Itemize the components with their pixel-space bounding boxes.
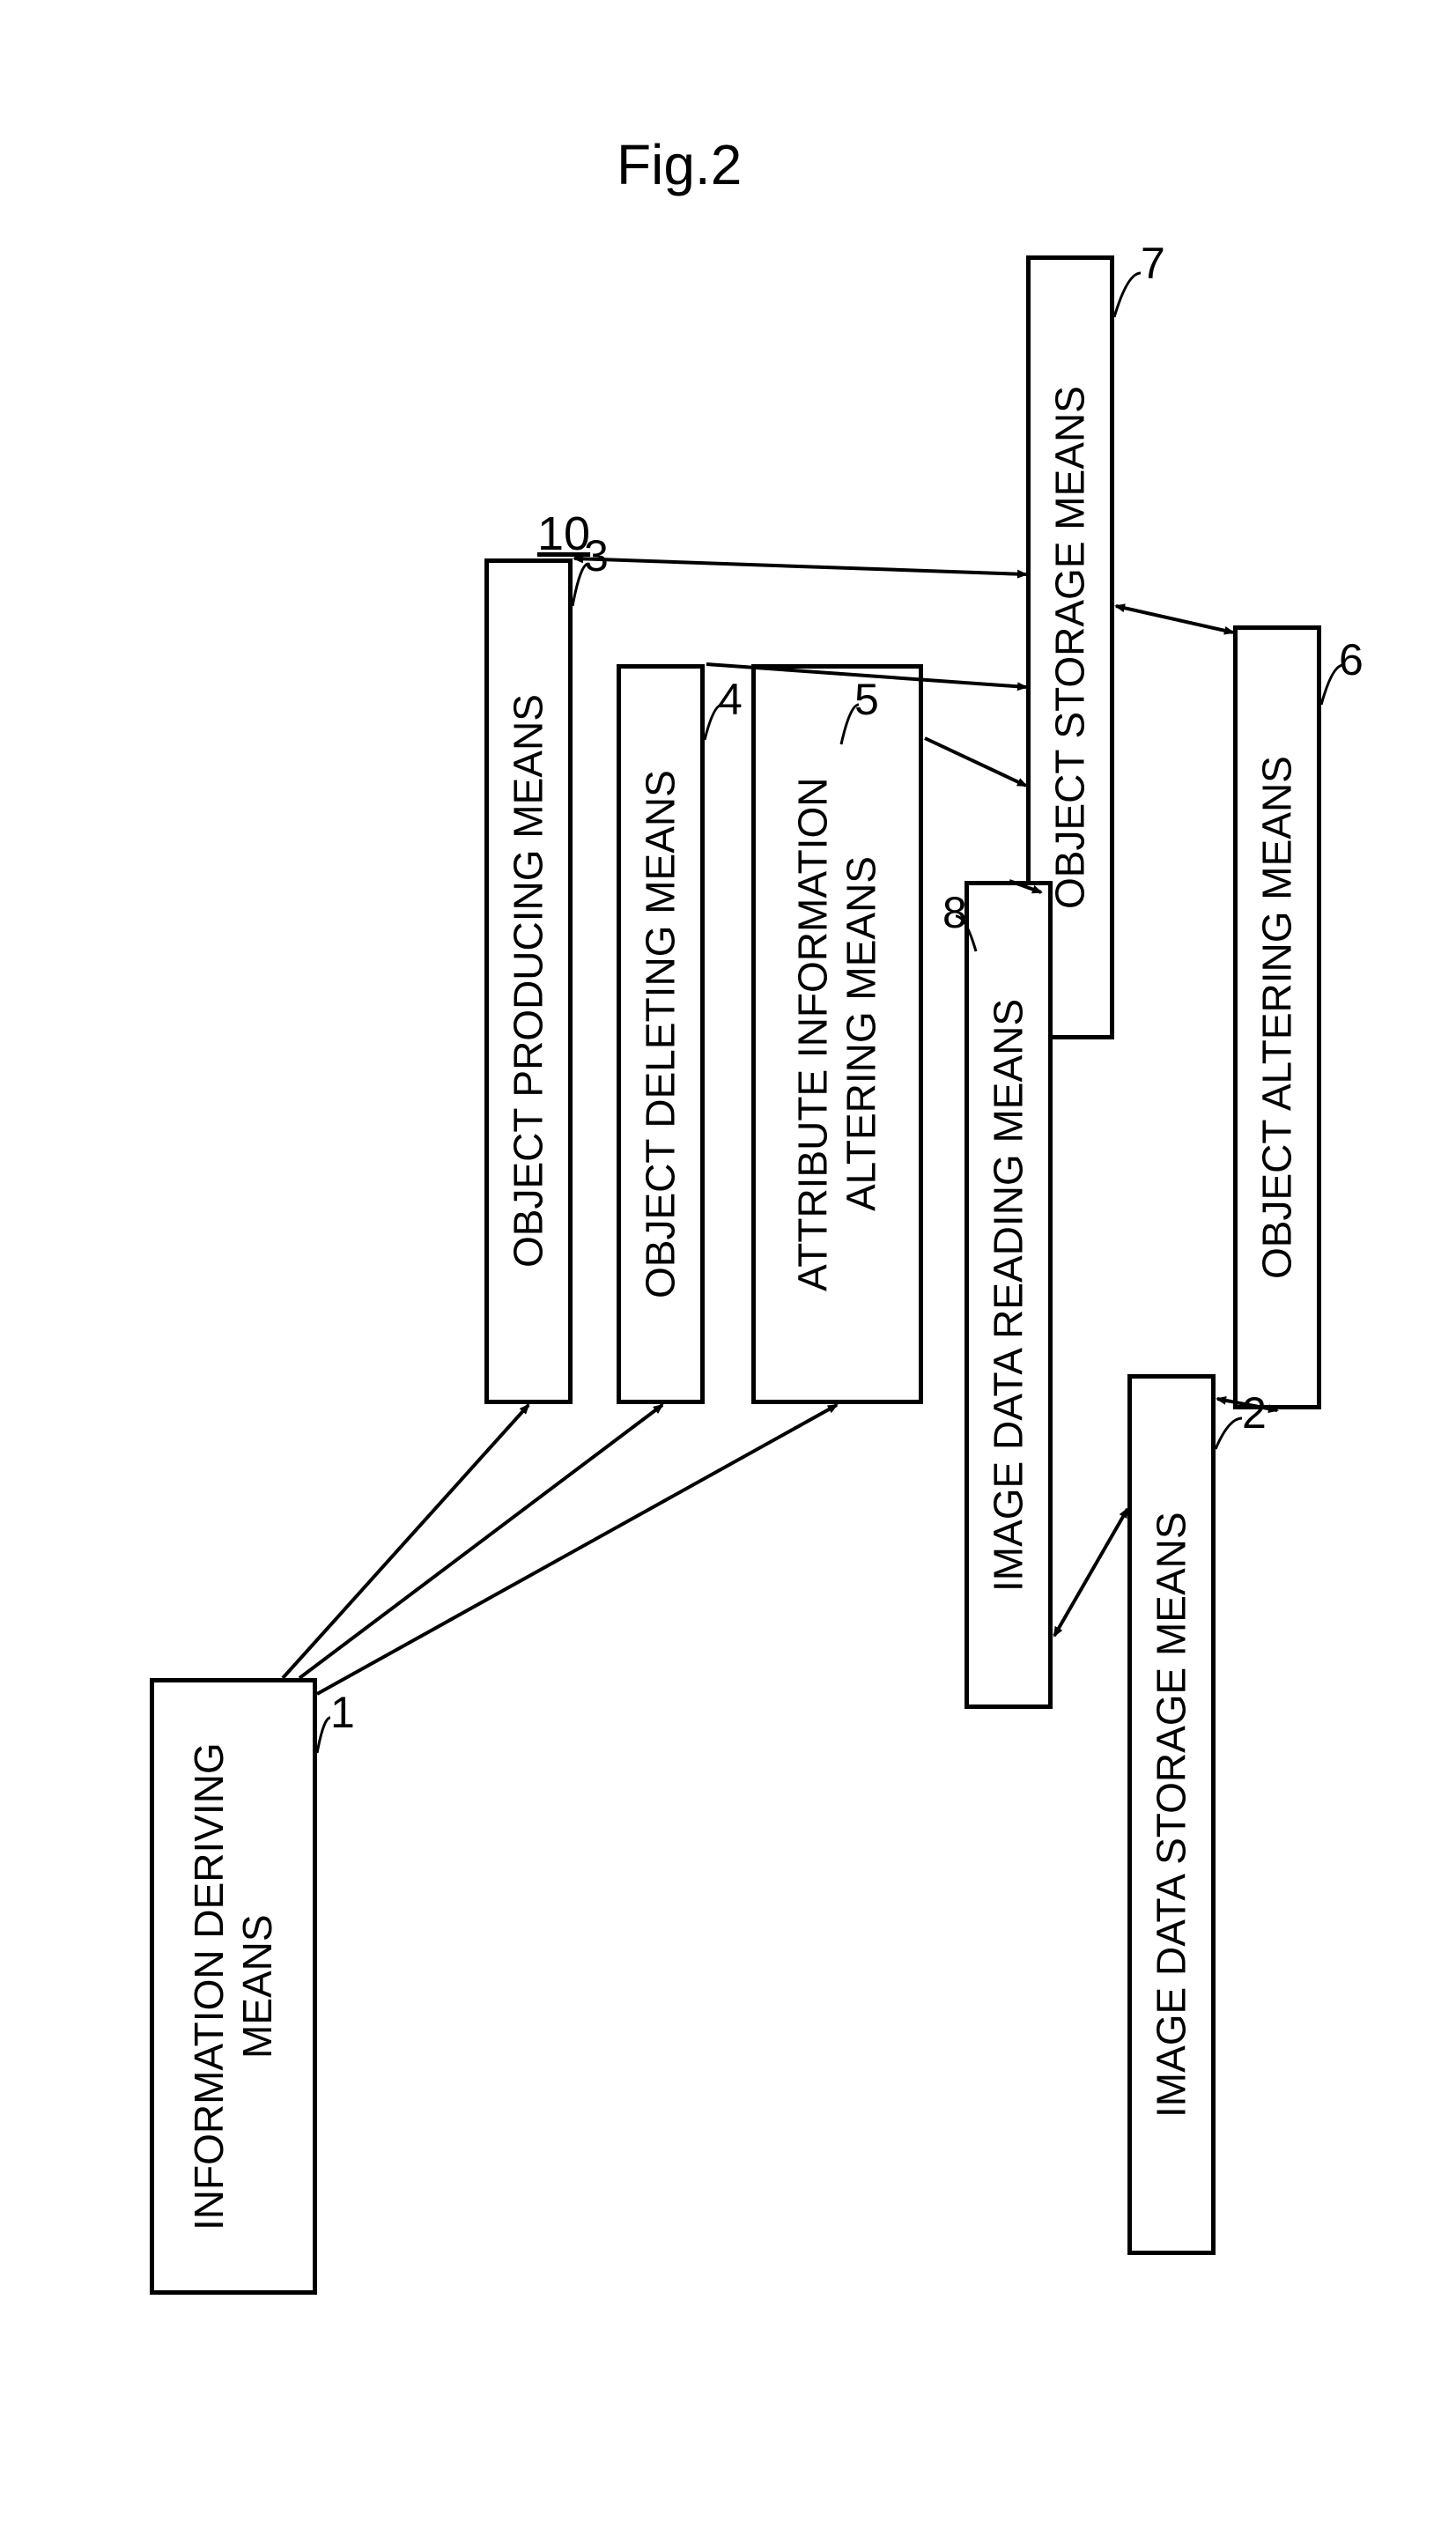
block-attribute-information-altering-means: ATTRIBUTE INFORMATION ALTERING MEANS [751, 664, 923, 1404]
edge-arrow [1054, 1509, 1127, 1636]
reference-numeral: 6 [1339, 634, 1364, 685]
block-information-deriving-means: INFORMATION DERIVING MEANS [150, 1678, 317, 2295]
block-label: OBJECT ALTERING MEANS [1253, 756, 1301, 1279]
leader-line [1216, 1418, 1242, 1449]
block-label: IMAGE DATA READING MEANS [984, 998, 1032, 1591]
block-label: IMAGE DATA STORAGE MEANS [1147, 1512, 1195, 2118]
block-label: OBJECT PRODUCING MEANS [504, 695, 552, 1268]
reference-numeral: 3 [584, 530, 609, 581]
block-label: OBJECT DELETING MEANS [636, 770, 684, 1298]
edge-arrow [299, 1405, 662, 1678]
block-image-data-reading-means: IMAGE DATA READING MEANS [965, 881, 1053, 1709]
leader-line [317, 1718, 330, 1753]
system-label: 10 [537, 507, 590, 561]
edge-arrow [283, 1405, 528, 1678]
block-object-deleting-means: OBJECT DELETING MEANS [617, 664, 705, 1404]
block-image-data-storage-means: IMAGE DATA STORAGE MEANS [1127, 1374, 1216, 2255]
reference-numeral: 2 [1242, 1387, 1267, 1438]
edge-arrow [317, 1405, 837, 1694]
block-object-altering-means: OBJECT ALTERING MEANS [1233, 625, 1321, 1409]
reference-numeral: 5 [854, 674, 879, 725]
block-label: OBJECT STORAGE MEANS [1046, 386, 1094, 909]
block-label: ATTRIBUTE INFORMATION ALTERING MEANS [788, 684, 885, 1384]
edge-arrow [925, 738, 1026, 786]
edge-arrow [574, 558, 1026, 574]
block-label: INFORMATION DERIVING MEANS [185, 1698, 282, 2274]
figure-title: Fig.2 [617, 132, 742, 197]
edge-arrow [1116, 606, 1233, 632]
reference-numeral: 8 [942, 887, 967, 938]
reference-numeral: 4 [718, 674, 743, 725]
block-object-producing-means: OBJECT PRODUCING MEANS [484, 558, 573, 1404]
reference-numeral: 7 [1141, 238, 1165, 289]
leader-line [1114, 273, 1141, 317]
reference-numeral: 1 [330, 1687, 355, 1738]
